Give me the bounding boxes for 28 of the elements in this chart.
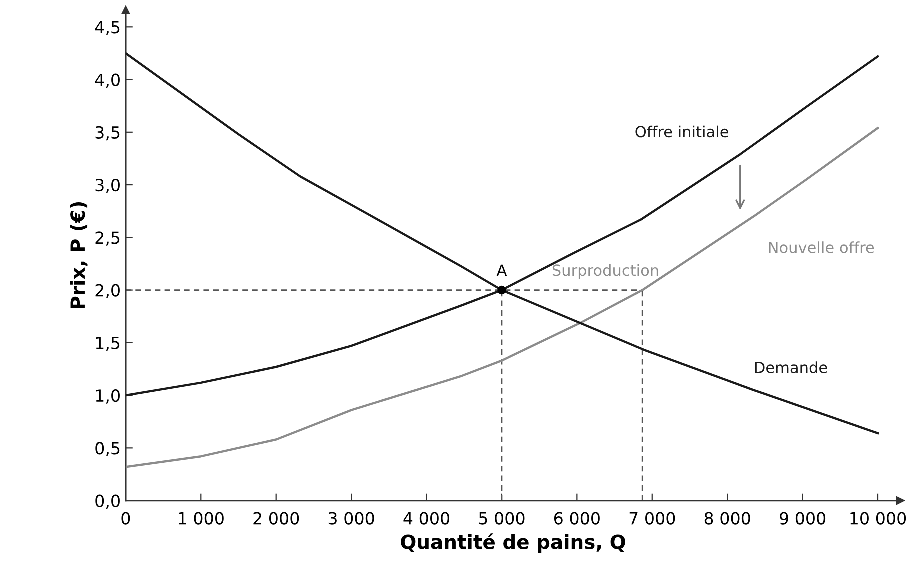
- x-tick-label: 1 000: [179, 512, 224, 525]
- x-tick-label: 10 000: [850, 512, 906, 525]
- y-tick-label: 4,0: [95, 74, 120, 88]
- y-tick-label: 1,5: [96, 337, 120, 352]
- y-tick-label: 2,5: [96, 232, 120, 246]
- y-tick-label: 1,0: [96, 390, 120, 404]
- annotation: Surproduction: [552, 264, 658, 280]
- x-tick-label: 2 000: [254, 512, 300, 525]
- annotation: A: [496, 264, 508, 276]
- series-label: Demande: [755, 362, 828, 374]
- x-tick-label: 6 000: [554, 512, 600, 525]
- y-tick-label: 0,0: [96, 494, 120, 510]
- x-tick-label: 8 000: [704, 512, 750, 525]
- y-axis-title: Prix, P (€): [70, 202, 88, 309]
- y-tick-label: 3,0: [96, 179, 120, 194]
- y-tick-label: 0,5: [96, 442, 120, 456]
- x-tick-label: 3 000: [328, 512, 374, 525]
- x-tick-label: 7 000: [630, 512, 676, 525]
- y-tick-label: 3,5: [96, 126, 120, 141]
- series-label: Offre initiale: [636, 126, 728, 138]
- series-label: Nouvelle offre: [769, 242, 874, 254]
- x-tick-label: 4 000: [404, 512, 450, 525]
- y-tick-label: 2,0: [96, 284, 120, 299]
- y-tick-label: 4,5: [95, 21, 120, 36]
- x-tick-label: 9 000: [780, 512, 826, 525]
- x-tick-label: 5 000: [479, 512, 525, 525]
- x-axis-title: Quantité de pains, Q: [401, 534, 626, 554]
- x-tick-label: 0: [122, 512, 130, 525]
